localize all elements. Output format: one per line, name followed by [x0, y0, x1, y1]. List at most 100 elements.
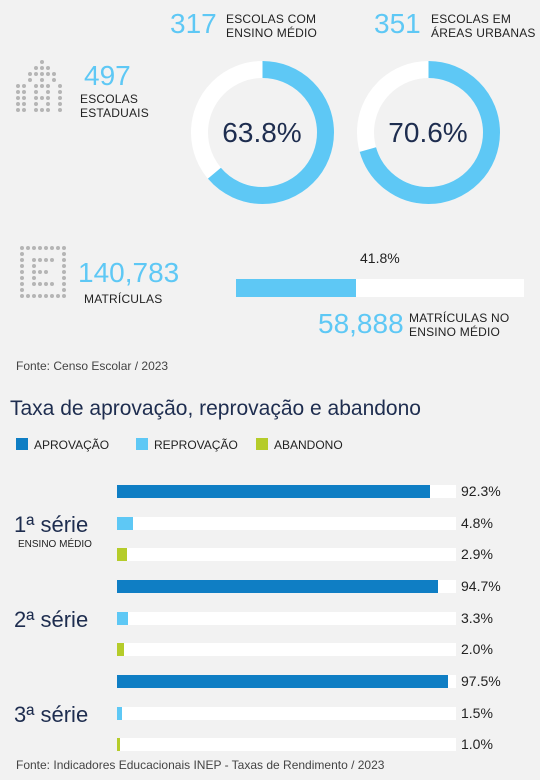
ring2-arc: [357, 61, 500, 204]
icon-dot: [22, 72, 26, 76]
bar: [117, 485, 430, 498]
legend-swatch-reprovacao: [136, 438, 148, 450]
bar-value-label: 4.8%: [461, 514, 493, 531]
bar-track: [117, 548, 456, 561]
icon-dot: [34, 60, 38, 64]
ring1-label: ESCOLAS COM ENSINO MÉDIO: [226, 12, 318, 40]
icon-dot: [40, 60, 44, 64]
icon-dot: [28, 84, 32, 88]
icon-dot: [20, 252, 24, 256]
enrollment-icon: [20, 246, 66, 298]
icon-dot: [50, 246, 54, 250]
icon-dot: [34, 90, 38, 94]
ring1-arc: [191, 61, 334, 204]
ring2-donut: [357, 61, 500, 204]
icon-dot: [22, 78, 26, 82]
icon-dot: [56, 288, 60, 292]
bar: [117, 706, 123, 720]
legend-label-reprovacao: REPROVAÇÃO: [154, 438, 238, 452]
icon-dot: [56, 264, 60, 268]
bar-value-label: 2.0%: [461, 641, 493, 657]
icon-dot: [46, 78, 50, 82]
icon-dot: [38, 276, 42, 280]
icon-dot: [62, 282, 66, 286]
icon-dot: [34, 102, 38, 106]
chart-title: Taxa de aprovação, reprovação e abandono: [10, 397, 421, 420]
icon-dot: [58, 72, 62, 76]
icon-dot: [52, 66, 56, 70]
icon-dot: [50, 282, 54, 286]
icon-dot: [50, 270, 54, 274]
icon-dot: [38, 264, 42, 268]
icon-dot: [52, 60, 56, 64]
icon-dot: [28, 90, 32, 94]
icon-dot: [26, 294, 30, 298]
matriculas-number: 140,783: [78, 257, 180, 288]
group-label: 1ª série: [14, 512, 89, 537]
bar: [117, 738, 121, 751]
icon-dot: [52, 102, 56, 106]
icon-dot: [38, 246, 42, 250]
bar-value-label: 97.5%: [461, 673, 501, 689]
icon-dot: [32, 264, 36, 268]
icon-dot: [32, 258, 36, 262]
icon-dot: [58, 60, 62, 64]
legend-label-aprovacao: APROVAÇÃO: [34, 438, 110, 452]
icon-dot: [52, 78, 56, 82]
icon-dot: [62, 270, 66, 274]
bar-value-label: 1.0%: [461, 736, 493, 752]
icon-dot: [28, 78, 32, 82]
bar-value-label: 3.3%: [461, 609, 493, 626]
icon-dot: [16, 108, 20, 112]
bar-value-label: 1.5%: [461, 704, 493, 721]
icon-dot: [62, 294, 66, 298]
matriculas-em-percent: 41.8%: [360, 250, 400, 266]
icon-dot: [38, 252, 42, 256]
icon-dot: [32, 252, 36, 256]
icon-dot: [50, 258, 54, 262]
icon-dot: [52, 96, 56, 100]
icon-dot: [22, 60, 26, 64]
icon-dot: [32, 276, 36, 280]
icon-dot: [46, 102, 50, 106]
icon-dot: [46, 60, 50, 64]
icon-dot: [26, 288, 30, 292]
icon-dot: [32, 294, 36, 298]
icon-dot: [26, 264, 30, 268]
icon-dot: [46, 66, 50, 70]
icon-dot: [46, 84, 50, 88]
icon-dot: [22, 108, 26, 112]
icon-dot: [44, 270, 48, 274]
bar: [117, 516, 134, 530]
icon-dot: [34, 108, 38, 112]
icon-dot: [22, 96, 26, 100]
icon-dot: [46, 72, 50, 76]
icon-dot: [56, 294, 60, 298]
icon-dot: [26, 270, 30, 274]
icon-dot: [26, 246, 30, 250]
icon-dot: [32, 246, 36, 250]
icon-dot: [16, 78, 20, 82]
icon-dot: [46, 96, 50, 100]
source-censo: Fonte: Censo Escolar / 2023: [16, 359, 169, 373]
icon-dot: [40, 102, 44, 106]
icon-dot: [26, 282, 30, 286]
icon-dot: [20, 282, 24, 286]
icon-dot: [52, 84, 56, 88]
icon-dot: [40, 66, 44, 70]
icon-dot: [40, 108, 44, 112]
icon-dot: [56, 282, 60, 286]
icon-dot: [28, 60, 32, 64]
icon-dot: [44, 276, 48, 280]
escolas-estaduais-number: 497: [84, 60, 131, 91]
icon-dot: [52, 108, 56, 112]
icon-dot: [58, 90, 62, 94]
icon-dot: [16, 96, 20, 100]
icon-dot: [34, 96, 38, 100]
source-inep: Fonte: Indicadores Educacionais INEP - T…: [16, 758, 385, 772]
ring2-number: 351: [374, 8, 421, 39]
bar: [117, 611, 129, 625]
icon-dot: [40, 96, 44, 100]
icon-dot: [26, 258, 30, 262]
legend-swatch-aprovacao: [16, 438, 28, 450]
